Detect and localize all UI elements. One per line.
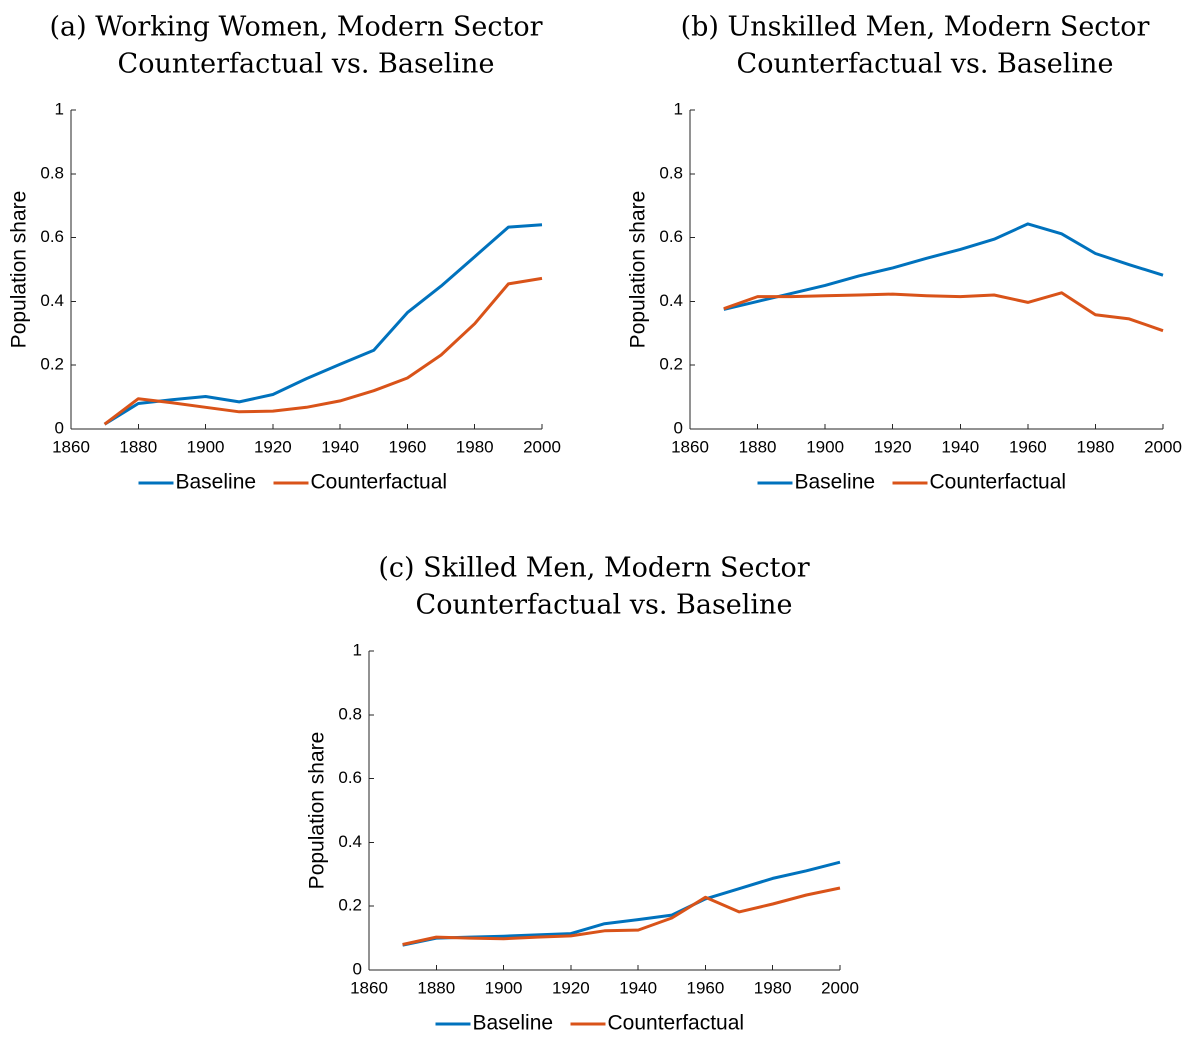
y-tick-label: 1	[353, 640, 362, 659]
y-axis-label: Population share	[8, 191, 31, 349]
x-tick-label: 1980	[754, 978, 792, 997]
chart-panel-2: (b) Unskilled Men, Modern Sector Counterf…	[627, 12, 1182, 494]
x-tick-label: 1920	[254, 437, 292, 456]
legend: Baseline Counterfactual	[138, 471, 448, 494]
y-tick-label: 0.4	[338, 832, 362, 851]
y-tick-label: 0.4	[40, 291, 64, 310]
legend-label-baseline: Baseline	[473, 1012, 554, 1035]
series-line-counterfactual	[723, 291, 1164, 333]
y-tick-label: 0.2	[40, 355, 64, 374]
y-tick-label: 0	[674, 418, 683, 437]
chart-panel-1: (a) Working Women, Modern Sector Counterf…	[8, 12, 561, 494]
y-tick-label: 0	[55, 418, 64, 437]
series-line-baseline	[103, 223, 543, 426]
legend-label-baseline: Baseline	[795, 471, 876, 494]
y-tick-label: 0.2	[338, 896, 362, 915]
series-line-baseline	[723, 222, 1164, 311]
x-tick-label: 2000	[523, 437, 561, 456]
chart-panel-3: (c) Skilled Men, Modern Sector Counterfac…	[306, 553, 859, 1035]
x-tick-label: 1940	[321, 437, 359, 456]
x-tick-label: 2000	[1144, 437, 1182, 456]
y-tick-label: 0.6	[40, 227, 64, 246]
x-tick-label: 1860	[52, 437, 90, 456]
series-line-counterfactual	[402, 886, 841, 946]
legend: Baseline Counterfactual	[757, 471, 1067, 494]
y-tick-label: 0	[353, 959, 362, 978]
x-tick-label: 1880	[119, 437, 157, 456]
legend-label-counterfactual: Counterfactual	[930, 471, 1067, 494]
x-tick-label: 1900	[806, 437, 844, 456]
legend-label-baseline: Baseline	[176, 471, 257, 494]
x-tick-label: 1900	[485, 978, 523, 997]
x-tick-label: 1960	[389, 437, 427, 456]
y-tick-label: 0.2	[659, 355, 683, 374]
x-tick-label: 1900	[187, 437, 225, 456]
x-tick-label: 1940	[619, 978, 657, 997]
x-tick-label: 1880	[739, 437, 777, 456]
legend-label-counterfactual: Counterfactual	[311, 471, 448, 494]
chart-title: (c) Skilled Men, Modern Sector	[378, 553, 809, 584]
legend-label-counterfactual: Counterfactual	[608, 1012, 745, 1035]
chart-subtitle: Counterfactual vs. Baseline	[416, 590, 793, 621]
x-tick-label: 1960	[687, 978, 725, 997]
x-tick-label: 1920	[874, 437, 912, 456]
x-tick-label: 1980	[456, 437, 494, 456]
x-tick-label: 2000	[821, 978, 859, 997]
y-tick-label: 0.4	[659, 291, 683, 310]
y-axis-label: Population share	[627, 191, 650, 349]
y-tick-label: 0.8	[659, 163, 683, 182]
series-line-counterfactual	[103, 276, 543, 426]
x-tick-label: 1860	[671, 437, 709, 456]
x-tick-label: 1880	[417, 978, 455, 997]
y-axis-label: Population share	[306, 732, 329, 890]
x-tick-label: 1920	[552, 978, 590, 997]
chart-title: (b) Unskilled Men, Modern Sector	[681, 12, 1150, 43]
y-tick-label: 1	[674, 99, 683, 118]
x-tick-label: 1960	[1009, 437, 1047, 456]
y-tick-label: 0.6	[659, 227, 683, 246]
x-tick-label: 1940	[941, 437, 979, 456]
x-tick-label: 1860	[350, 978, 388, 997]
chart-subtitle: Counterfactual vs. Baseline	[737, 49, 1114, 80]
x-tick-label: 1980	[1077, 437, 1115, 456]
y-tick-label: 0.8	[338, 704, 362, 723]
chart-subtitle: Counterfactual vs. Baseline	[118, 49, 495, 80]
legend: Baseline Counterfactual	[435, 1012, 745, 1035]
chart-title: (a) Working Women, Modern Sector	[49, 12, 542, 43]
y-tick-label: 0.8	[40, 163, 64, 182]
y-tick-label: 1	[55, 99, 64, 118]
y-tick-label: 0.6	[338, 768, 362, 787]
